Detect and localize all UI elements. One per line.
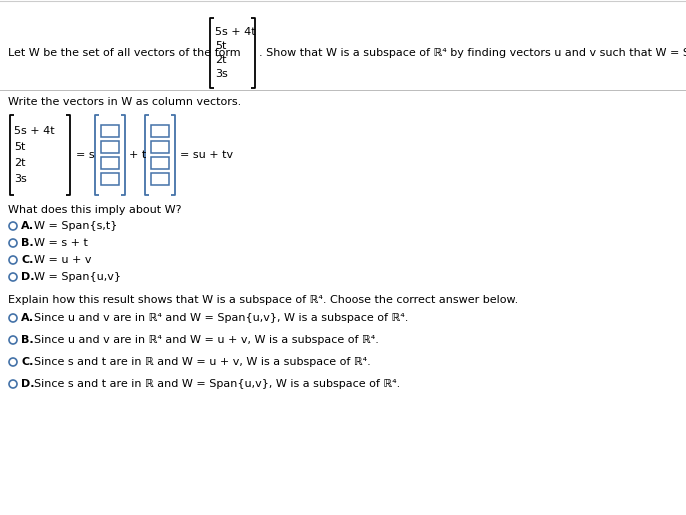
Text: W = u + v: W = u + v xyxy=(34,255,91,265)
Bar xyxy=(151,173,169,185)
Text: = s: = s xyxy=(76,150,95,160)
Bar xyxy=(151,125,169,137)
Text: D.: D. xyxy=(21,272,34,282)
Text: A.: A. xyxy=(21,313,34,323)
Text: Explain how this result shows that W is a subspace of ℝ⁴. Choose the correct ans: Explain how this result shows that W is … xyxy=(8,295,518,305)
Bar xyxy=(101,125,119,137)
Text: Since s and t are in ℝ and W = Span{u,v}, W is a subspace of ℝ⁴.: Since s and t are in ℝ and W = Span{u,v}… xyxy=(34,379,400,389)
Text: 2t: 2t xyxy=(14,158,25,168)
Text: B.: B. xyxy=(21,238,34,248)
Text: 3s: 3s xyxy=(215,69,228,79)
Bar xyxy=(151,141,169,153)
Text: + t: + t xyxy=(129,150,146,160)
Text: B.: B. xyxy=(21,335,34,345)
Text: . Show that W is a subspace of ℝ⁴ by finding vectors u and v such that W = Span{: . Show that W is a subspace of ℝ⁴ by fin… xyxy=(259,48,686,58)
Bar xyxy=(101,141,119,153)
Bar xyxy=(101,173,119,185)
Bar xyxy=(151,157,169,169)
Text: Write the vectors in W as column vectors.: Write the vectors in W as column vectors… xyxy=(8,97,241,107)
Text: = su + tv: = su + tv xyxy=(180,150,233,160)
Text: C.: C. xyxy=(21,255,34,265)
Text: 5t: 5t xyxy=(14,142,25,152)
Text: 5t: 5t xyxy=(215,41,226,51)
Text: 2t: 2t xyxy=(215,55,226,65)
Text: 5s + 4t: 5s + 4t xyxy=(14,126,55,136)
Bar xyxy=(101,157,119,169)
Text: W = Span{u,v}: W = Span{u,v} xyxy=(34,272,121,282)
Text: D.: D. xyxy=(21,379,34,389)
Text: W = s + t: W = s + t xyxy=(34,238,88,248)
Text: A.: A. xyxy=(21,221,34,231)
Text: Since s and t are in ℝ and W = u + v, W is a subspace of ℝ⁴.: Since s and t are in ℝ and W = u + v, W … xyxy=(34,357,370,367)
Text: 3s: 3s xyxy=(14,174,27,184)
Text: Since u and v are in ℝ⁴ and W = u + v, W is a subspace of ℝ⁴.: Since u and v are in ℝ⁴ and W = u + v, W… xyxy=(34,335,379,345)
Text: 5s + 4t: 5s + 4t xyxy=(215,27,256,37)
Text: Let W be the set of all vectors of the form: Let W be the set of all vectors of the f… xyxy=(8,48,241,58)
Text: What does this imply about W?: What does this imply about W? xyxy=(8,205,182,215)
Text: W = Span{s,t}: W = Span{s,t} xyxy=(34,221,117,231)
Text: Since u and v are in ℝ⁴ and W = Span{u,v}, W is a subspace of ℝ⁴.: Since u and v are in ℝ⁴ and W = Span{u,v… xyxy=(34,313,408,323)
Text: C.: C. xyxy=(21,357,34,367)
